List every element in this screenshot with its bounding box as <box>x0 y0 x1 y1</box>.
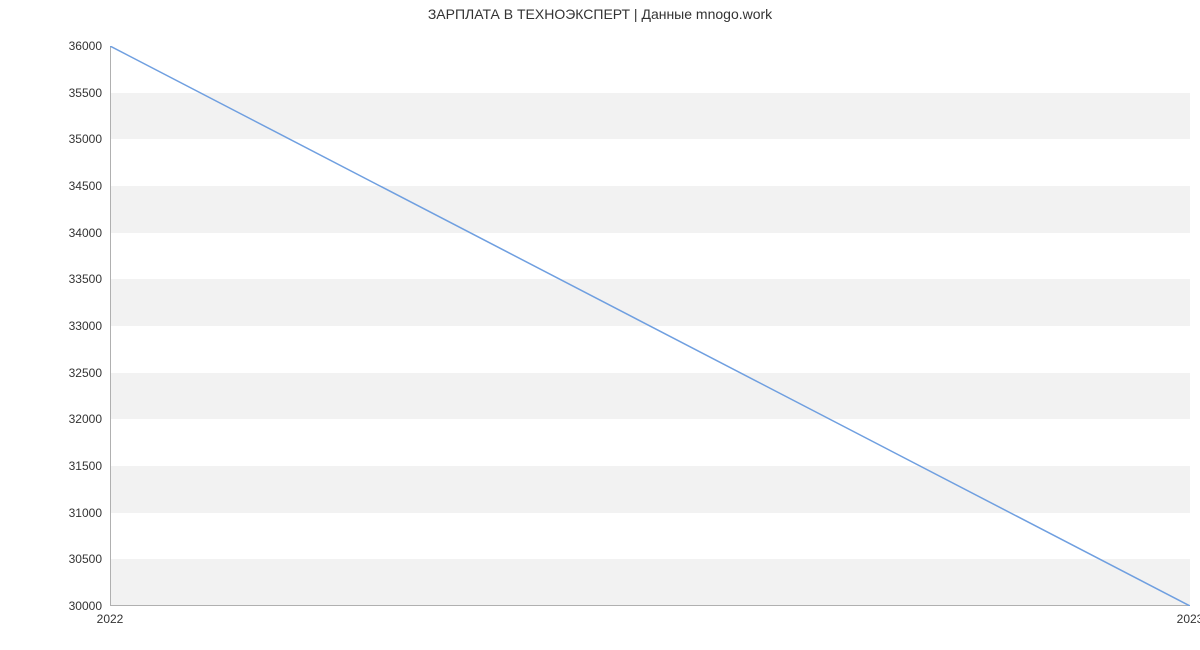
y-tick-label: 32500 <box>69 366 102 380</box>
y-tick-label: 33000 <box>69 319 102 333</box>
chart-title: ЗАРПЛАТА В ТЕХНОЭКСПЕРТ | Данные mnogo.w… <box>0 6 1200 22</box>
plot-area: 3000030500310003150032000325003300033500… <box>110 46 1190 606</box>
y-tick-label: 34000 <box>69 226 102 240</box>
x-tick-label: 2023 <box>1177 612 1200 626</box>
y-tick-label: 35000 <box>69 132 102 146</box>
y-tick-label: 30500 <box>69 552 102 566</box>
y-tick-label: 33500 <box>69 272 102 286</box>
series-line-salary <box>110 46 1190 606</box>
x-tick-label: 2022 <box>97 612 124 626</box>
chart-svg <box>110 46 1190 606</box>
y-tick-label: 31500 <box>69 459 102 473</box>
y-tick-label: 32000 <box>69 412 102 426</box>
salary-line-chart: ЗАРПЛАТА В ТЕХНОЭКСПЕРТ | Данные mnogo.w… <box>0 0 1200 650</box>
y-tick-label: 30000 <box>69 599 102 613</box>
y-tick-label: 36000 <box>69 39 102 53</box>
y-tick-label: 35500 <box>69 86 102 100</box>
y-tick-label: 34500 <box>69 179 102 193</box>
y-tick-label: 31000 <box>69 506 102 520</box>
